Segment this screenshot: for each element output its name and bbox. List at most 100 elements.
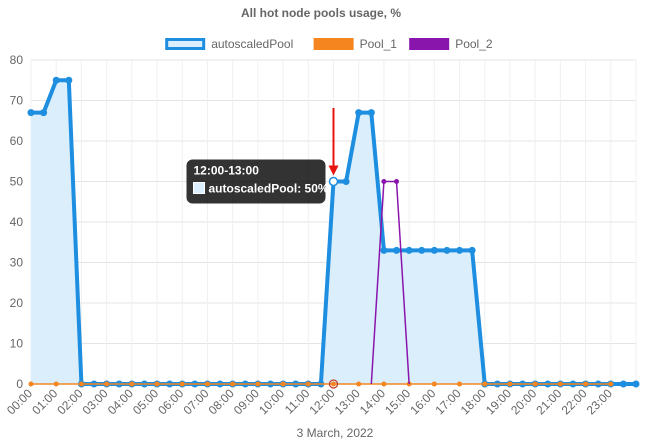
y-axis: 0 10 20 30 40 50 60 70 80 [10,53,24,391]
annotation-arrow-head [328,165,339,176]
data-point-autoscaledPool [456,246,464,254]
legend-swatch [409,38,450,50]
data-point-Pool_1 [78,381,84,387]
data-point-autoscaledPool [380,246,388,254]
x-tick-label: 22:00 [559,386,590,417]
data-point-autoscaledPool [367,109,375,117]
data-point-Pool_1 [507,381,513,387]
hover-point [328,176,339,187]
series-area-autoscaledPool [31,80,636,384]
x-tick-label: 21:00 [533,386,564,417]
data-point-Pool_1 [154,381,160,387]
data-point-autoscaledPool [342,178,350,185]
data-point-autoscaledPool [443,246,451,254]
data-point-Pool_1 [280,381,286,387]
legend-swatch [165,38,206,50]
tooltip-title: 12:00-13:00 [194,164,260,178]
x-tick-label: 09:00 [231,386,262,417]
legend-label: Pool_1 [360,37,398,51]
y-tick-label: 10 [10,337,24,351]
x-tick-label: 07:00 [180,386,211,417]
x-tick-label: 16:00 [407,386,438,417]
data-point-autoscaledPool [430,246,438,254]
overlay: 12:00-13:00 autoscaledPool: 50% [186,108,339,389]
x-tick-label: 01:00 [29,386,60,417]
tooltip-text: autoscaledPool: 50% [209,182,329,196]
legend-label: Pool_2 [455,37,493,51]
data-point-autoscaledPool [418,246,426,254]
y-tick-label: 60 [10,134,24,148]
x-tick-label: 04:00 [105,386,136,417]
tooltip-box [186,159,326,204]
x-tick-label: 13:00 [332,386,363,417]
x-tick-label: 06:00 [155,386,186,417]
x-tick-label: 23:00 [584,386,615,417]
data-point-Pool_1 [331,381,336,387]
data-point-autoscaledPool [619,380,627,388]
data-point-Pool_1 [204,381,210,387]
x-tick-label: 02:00 [54,386,85,417]
x-tick-label: 14:00 [357,386,388,417]
x-axis: 00:0001:0002:0003:0004:0005:0006:0007:00… [4,386,615,417]
y-tick-label: 80 [10,53,24,67]
x-tick-label: 12:00 [306,386,337,417]
series-Pool_2 [370,179,410,385]
legend-item-Pool_2: Pool_2 [409,37,493,51]
data-point-Pool_1 [28,381,34,387]
data-point-Pool_1 [482,381,488,387]
x-axis-label: 3 March, 2022 [297,426,374,440]
data-point-autoscaledPool [393,246,401,254]
data-point-autoscaledPool [27,109,35,117]
legend-label: autoscaledPool [211,37,293,51]
x-tick-label: 17:00 [433,386,464,417]
data-point-autoscaledPool [355,109,363,117]
y-tick-label: 40 [10,215,24,229]
data-point-autoscaledPool [40,109,48,117]
data-point-autoscaledPool [65,76,73,84]
x-tick-label: 03:00 [80,386,111,417]
y-tick-label: 20 [10,296,24,310]
data-point-Pool_1 [305,381,311,387]
data-point-autoscaledPool [405,246,413,254]
data-point-autoscaledPool [52,76,60,84]
data-point-Pool_1 [230,381,236,387]
legend-swatch [313,38,354,50]
data-point-Pool_1 [557,381,563,387]
data-point-Pool_1 [457,381,463,387]
data-point-Pool_1 [583,381,589,387]
x-tick-label: 15:00 [382,386,413,417]
series-line-Pool_2 [370,180,410,385]
chart-title: All hot node pools usage, % [241,6,401,20]
data-point-Pool_1 [532,381,538,387]
data-point-Pool_1 [381,381,387,387]
hover-point-secondary [328,379,339,389]
series-Pool_1 [28,381,614,387]
x-tick-label: 08:00 [206,386,237,417]
data-point-Pool_2 [394,179,400,184]
x-tick-label: 11:00 [282,386,313,417]
x-tick-label: 05:00 [130,386,161,417]
legend-item-autoscaledPool: autoscaledPool [165,37,293,51]
data-point-Pool_1 [356,381,362,387]
data-point-Pool_2 [381,179,387,184]
data-point-Pool_1 [608,381,614,387]
data-point-Pool_1 [179,381,185,387]
x-tick-label: 00:00 [4,386,35,417]
data-point-Pool_1 [104,381,110,387]
x-tick-label: 20:00 [508,386,539,417]
tooltip: 12:00-13:00 autoscaledPool: 50% [186,159,329,204]
data-point-Pool_1 [431,381,437,387]
x-tick-label: 18:00 [458,386,489,417]
y-tick-label: 30 [10,256,24,270]
y-tick-label: 0 [16,377,23,391]
legend-item-Pool_1: Pool_1 [313,37,398,51]
data-point-Pool_1 [255,381,261,387]
data-point-Pool_1 [129,381,135,387]
data-point-Pool_1 [53,381,59,387]
tooltip-swatch [193,182,205,194]
y-tick-label: 70 [10,94,24,108]
x-tick-label: 10:00 [256,386,287,417]
data-point-autoscaledPool [632,380,640,388]
y-tick-label: 50 [10,175,24,189]
